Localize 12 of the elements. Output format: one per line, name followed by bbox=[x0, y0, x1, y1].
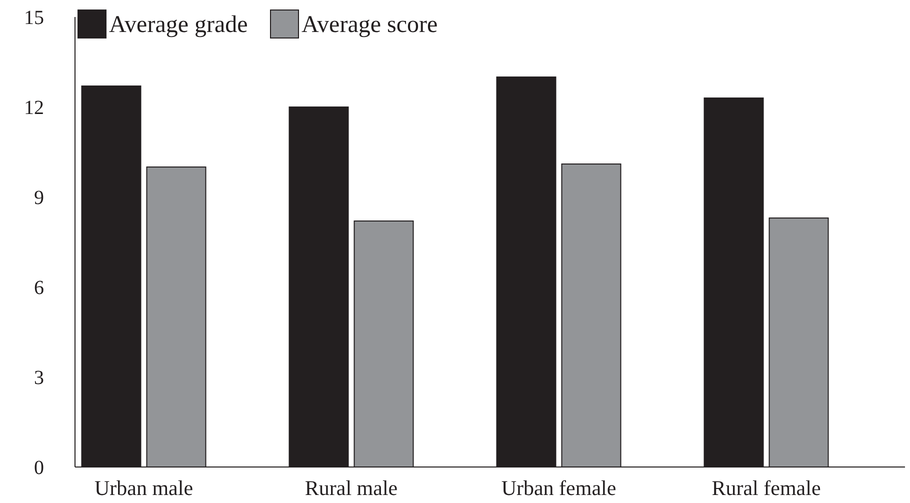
x-tick-label: Urban male bbox=[94, 476, 194, 500]
y-tick-label: 3 bbox=[34, 367, 44, 389]
y-tick-label: 6 bbox=[34, 277, 44, 299]
y-tick-label: 15 bbox=[24, 7, 44, 29]
legend-label: Average score bbox=[302, 12, 438, 38]
legend-label: Average grade bbox=[109, 12, 248, 38]
x-tick-label: Rural male bbox=[304, 476, 398, 500]
x-tick-label: Rural female bbox=[712, 476, 821, 500]
y-tick-label: 12 bbox=[24, 97, 44, 119]
y-tick-label: 0 bbox=[34, 457, 44, 479]
x-tick-label: Urban female bbox=[501, 476, 616, 500]
y-tick-label: 9 bbox=[34, 187, 44, 209]
